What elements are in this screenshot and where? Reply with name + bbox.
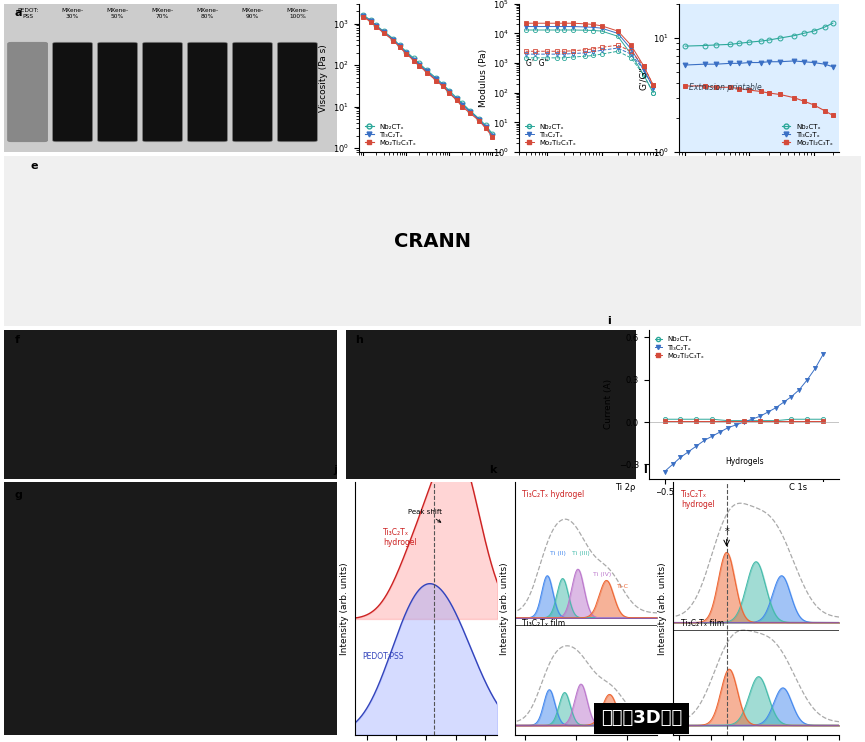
Legend: Nb₂CTₓ, Ti₃C₂Tₓ, Mo₂Ti₂C₃Tₓ: Nb₂CTₓ, Ti₃C₂Tₓ, Mo₂Ti₂C₃Tₓ (522, 121, 579, 148)
Y-axis label: G'/G": G'/G" (638, 66, 648, 90)
FancyBboxPatch shape (53, 42, 93, 142)
FancyBboxPatch shape (98, 42, 138, 142)
Text: MXene-
100%: MXene- 100% (286, 8, 309, 19)
Y-axis label: Intensity (arb. units): Intensity (arb. units) (658, 562, 668, 654)
Text: PEDOT:
PSS: PEDOT: PSS (17, 8, 38, 19)
Text: Hydrogels: Hydrogels (725, 457, 764, 466)
FancyBboxPatch shape (8, 42, 48, 142)
Y-axis label: Current (A): Current (A) (605, 379, 613, 430)
Text: h: h (355, 335, 362, 344)
Text: g: g (15, 490, 22, 500)
Text: f: f (15, 335, 19, 344)
Y-axis label: Intensity (arb. units): Intensity (arb. units) (340, 562, 349, 654)
Y-axis label: Intensity (arb. units): Intensity (arb. units) (500, 562, 509, 654)
FancyBboxPatch shape (143, 42, 183, 142)
Text: j: j (333, 464, 337, 475)
Text: C 1s: C 1s (789, 483, 807, 492)
Text: i: i (607, 316, 611, 326)
FancyBboxPatch shape (188, 42, 227, 142)
Text: MXene-
90%: MXene- 90% (241, 8, 264, 19)
Legend: Nb₂CTₓ, Ti₃C₂Tₓ, Mo₂Ti₂C₃Tₓ: Nb₂CTₓ, Ti₃C₂Tₓ, Mo₂Ti₂C₃Tₓ (362, 121, 419, 148)
Text: Ti₃C₂Tₓ hydrogel: Ti₃C₂Tₓ hydrogel (522, 490, 584, 499)
Text: Ti (III): Ti (III) (572, 551, 590, 556)
X-axis label: Shear rate (s⁻¹): Shear rate (s⁻¹) (394, 180, 465, 188)
Text: l: l (643, 464, 647, 475)
Text: MXene-
80%: MXene- 80% (196, 8, 219, 19)
FancyBboxPatch shape (278, 42, 317, 142)
Text: Ti (IV): Ti (IV) (593, 571, 612, 577)
Text: Ti 2ρ: Ti 2ρ (614, 483, 635, 492)
Text: Ti₃C₂Tₓ film: Ti₃C₂Tₓ film (522, 619, 565, 628)
Legend: Nb₂CTₓ, Ti₃C₂Tₓ, Mo₂Ti₂C₃Tₓ: Nb₂CTₓ, Ti₃C₂Tₓ, Mo₂Ti₂C₃Tₓ (779, 121, 836, 148)
Text: Ti-C: Ti-C (618, 584, 630, 589)
Text: e: e (30, 161, 37, 171)
X-axis label: Frequency (Hz): Frequency (Hz) (725, 180, 793, 188)
Text: PEDOT:PSS: PEDOT:PSS (362, 652, 403, 661)
X-axis label: Potential (V): Potential (V) (716, 503, 772, 512)
Y-axis label: Modulus (Pa): Modulus (Pa) (478, 49, 488, 107)
Text: k: k (489, 464, 497, 475)
Y-axis label: Viscosity (Pa s): Viscosity (Pa s) (318, 44, 328, 112)
Text: CRANN: CRANN (394, 232, 471, 251)
Text: MXene-
30%: MXene- 30% (61, 8, 84, 19)
Text: Ti₃C₂Tₓ film: Ti₃C₂Tₓ film (682, 619, 724, 628)
Text: Extrusion printable: Extrusion printable (689, 83, 761, 92)
X-axis label: Shear stress (Pa): Shear stress (Pa) (551, 180, 628, 188)
Text: Ti₃C₂Tₓ
hydrogel: Ti₃C₂Tₓ hydrogel (383, 528, 417, 547)
FancyBboxPatch shape (233, 42, 272, 142)
Text: G'  G": G' G" (526, 59, 548, 68)
Legend: Nb₂CTₓ, Ti₃C₂Tₓ, Mo₂Ti₂C₃Tₓ: Nb₂CTₓ, Ti₃C₂Tₓ, Mo₂Ti₂C₃Tₓ (652, 334, 708, 361)
Text: MXene-
50%: MXene- 50% (106, 8, 129, 19)
Text: *: * (724, 527, 729, 536)
Text: MXene-
70%: MXene- 70% (151, 8, 174, 19)
Text: Peak shift: Peak shift (408, 509, 442, 522)
Text: Ti (II): Ti (II) (550, 551, 567, 556)
Text: Ti₃C₂Tₓ
hydrogel: Ti₃C₂Tₓ hydrogel (682, 490, 715, 509)
Text: 南极熊3D打印: 南极熊3D打印 (601, 709, 682, 727)
Text: a: a (15, 8, 22, 18)
